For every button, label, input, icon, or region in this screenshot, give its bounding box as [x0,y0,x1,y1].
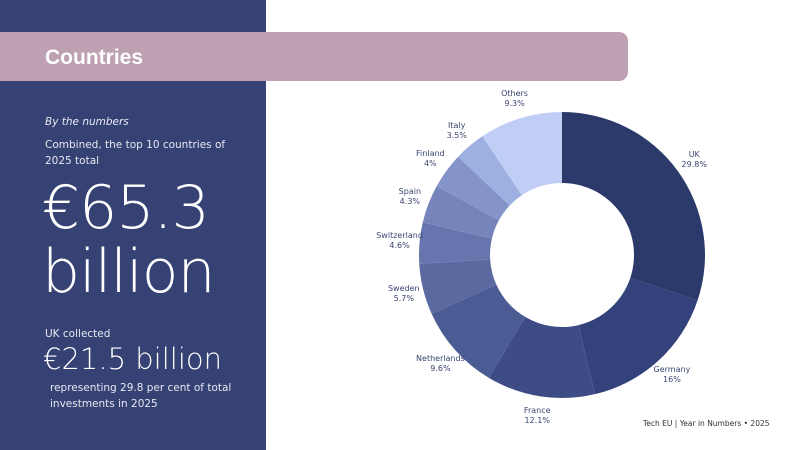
intro-text: Combined, the top 10 countries of 2025 t… [45,139,226,167]
label-netherlands: Netherlands 9.6% [416,353,465,373]
uk-value: €21.5 billion [43,342,222,376]
label-sweden: Sweden 5.7% [387,284,420,304]
slice-switzerland [418,222,492,264]
title-band [0,32,628,81]
label-others: Others 9.3% [501,89,528,109]
slice-spain [422,186,499,239]
slice-netherlands [431,284,526,378]
page-title: Countries [45,46,144,69]
label-uk: UK 29.8% [681,149,707,169]
label-germany: Germany 16% [653,365,691,385]
slice-france [488,316,595,398]
footer-source: Tech EU | Year in Numbers • 2025 [643,419,770,428]
label-finland: Finland 4% [416,148,445,168]
slice-finland [436,156,510,221]
total-amount: €65.3 [42,173,210,243]
label-switzerland: Switzerland 4.6% [376,231,423,251]
slice-germany [578,277,698,395]
slice-uk [562,112,705,301]
slice-italy [458,136,522,206]
total-unit: billion [42,237,216,307]
slice-sweden [419,259,497,314]
uk-label: UK collected [45,328,111,340]
kicker-text: By the numbers [45,116,129,128]
uk-note: representing 29.8 per cent of total inve… [50,382,232,410]
label-spain: Spain 4.3% [398,186,422,206]
slice-others [482,112,562,196]
label-france: France 12.1% [523,406,551,426]
total-value: €65.3 billion [42,173,216,307]
label-italy: Italy 3.5% [446,120,467,140]
